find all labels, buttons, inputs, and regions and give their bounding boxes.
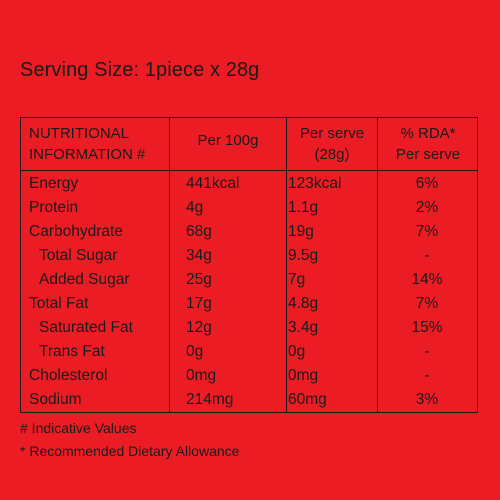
nutrient-name: Added Sugar	[39, 271, 130, 288]
per-100g-value: 0mg	[186, 367, 217, 384]
rda-value: -	[424, 343, 430, 360]
per-serve-value: 3.4g	[288, 319, 319, 336]
rda-value: 7%	[415, 223, 439, 240]
footnote-rda: * Recommended Dietary Allowance	[20, 443, 240, 459]
per-100g-value: 441kcal	[186, 175, 240, 192]
table-row: Saturated Fat 12g 3.4g 15%	[21, 316, 477, 340]
nutrient-name: Sodium	[29, 391, 82, 408]
per-100g-value: 34g	[186, 247, 212, 264]
table-row: Added Sugar 25g 7g 14%	[21, 268, 477, 292]
per-100g-value: 214mg	[186, 391, 234, 408]
rda-value: 7%	[415, 295, 439, 312]
header-per100-label: Per 100g	[197, 132, 259, 149]
nutrient-name: Cholesterol	[29, 367, 108, 384]
nutrient-name: Total Fat	[29, 295, 89, 312]
header-rda-line1: % RDA*	[400, 125, 456, 142]
header-divider	[21, 170, 477, 171]
header-nutrient-line1: NUTRITIONAL	[29, 125, 130, 142]
per-100g-value: 17g	[186, 295, 212, 312]
nutrient-name: Saturated Fat	[39, 319, 133, 336]
rda-value: 15%	[411, 319, 443, 336]
column-divider	[169, 118, 170, 412]
header-rda: % RDA* Per serve	[379, 118, 477, 170]
per-100g-value: 4g	[186, 199, 204, 216]
nutrient-name: Carbohydrate	[29, 223, 123, 240]
per-100g-value: 68g	[186, 223, 212, 240]
per-100g-value: 25g	[186, 271, 212, 288]
table-row: Total Fat 17g 4.8g 7%	[21, 292, 477, 316]
nutrient-name: Trans Fat	[39, 343, 105, 360]
serving-size: Serving Size: 1piece x 28g	[20, 59, 260, 81]
per-serve-value: 123kcal	[288, 175, 342, 192]
per-serve-value: 4.8g	[288, 295, 319, 312]
header-nutrient-line2: INFORMATION #	[29, 146, 146, 163]
header-rda-line2: Per serve	[395, 146, 461, 163]
header-per100: Per 100g	[171, 118, 285, 170]
per-100g-value: 0g	[186, 343, 204, 360]
table-row: Protein 4g 1.1g 2%	[21, 196, 477, 220]
nutrient-name: Energy	[29, 175, 79, 192]
per-serve-value: 19g	[288, 223, 314, 240]
per-serve-value: 60mg	[288, 391, 327, 408]
rda-value: 3%	[415, 391, 439, 408]
header-nutrient: NUTRITIONAL INFORMATION #	[29, 118, 167, 170]
per-serve-value: 1.1g	[288, 199, 319, 216]
column-divider	[286, 118, 287, 412]
rda-value: 14%	[411, 271, 443, 288]
nutrition-table: NUTRITIONAL INFORMATION # Per 100g Per s…	[20, 117, 478, 413]
nutrient-name: Protein	[29, 199, 79, 216]
header-per-serve: Per serve (28g)	[288, 118, 376, 170]
footnote-indicative: # Indicative Values	[20, 420, 137, 436]
per-serve-value: 0mg	[288, 367, 319, 384]
per-serve-value: 9.5g	[288, 247, 319, 264]
per-100g-value: 12g	[186, 319, 212, 336]
nutrient-name: Total Sugar	[39, 247, 118, 264]
table-row: Energy 441kcal 123kcal 6%	[21, 172, 477, 196]
header-per-serve-line2: (28g)	[314, 146, 350, 163]
table-row: Cholesterol 0mg 0mg -	[21, 364, 477, 388]
rda-value: -	[424, 247, 430, 264]
table-row: Total Sugar 34g 9.5g -	[21, 244, 477, 268]
rda-value: 6%	[415, 175, 439, 192]
column-divider	[377, 118, 378, 412]
rda-value: -	[424, 367, 430, 384]
per-serve-value: 0g	[288, 343, 306, 360]
table-row: Sodium 214mg 60mg 3%	[21, 388, 477, 412]
rda-value: 2%	[415, 199, 439, 216]
header-per-serve-line1: Per serve	[299, 125, 365, 142]
table-row: Trans Fat 0g 0g -	[21, 340, 477, 364]
per-serve-value: 7g	[288, 271, 306, 288]
table-row: Carbohydrate 68g 19g 7%	[21, 220, 477, 244]
